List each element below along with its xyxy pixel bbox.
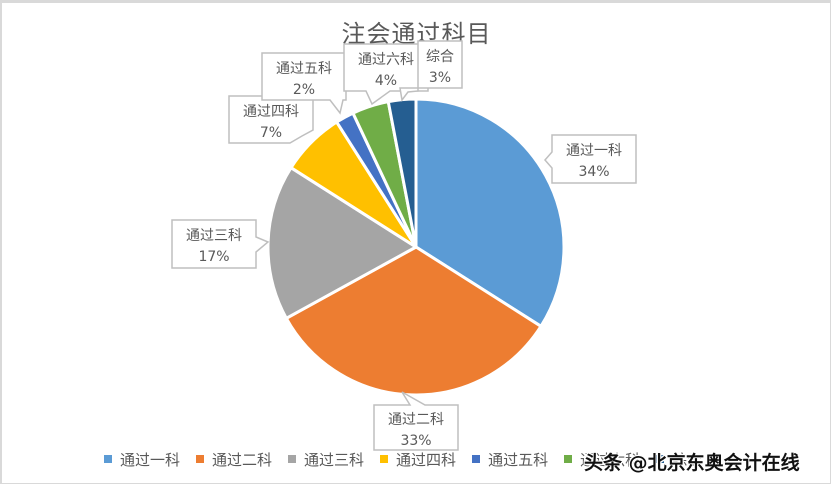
legend-label: 通过三科 bbox=[304, 450, 365, 469]
legend-item-comprehensive[interactable]: 综合 bbox=[656, 449, 702, 470]
legend-item-pass-one[interactable]: 通过一科 bbox=[104, 449, 180, 470]
label-pass-one-name: 通过一科 bbox=[566, 143, 622, 159]
label-pass-four-name: 通过四科 bbox=[243, 104, 299, 120]
label-pass-three-name: 通过三科 bbox=[186, 228, 242, 244]
label-comprehensive-pct: 3% bbox=[429, 70, 451, 86]
label-pass-two-name: 通过二科 bbox=[388, 412, 444, 428]
legend-item-pass-three[interactable]: 通过三科 bbox=[288, 449, 364, 470]
legend-swatch-icon bbox=[288, 455, 297, 463]
watermark: 头条 @北京东奥会计在线 bbox=[584, 452, 800, 474]
legend-swatch-icon bbox=[472, 455, 481, 463]
legend-item-pass-four[interactable]: 通过四科 bbox=[380, 449, 456, 470]
legend-swatch-icon bbox=[196, 455, 205, 463]
label-pass-three-pct: 17% bbox=[198, 249, 229, 265]
callout-box-pass-three bbox=[171, 219, 270, 269]
label-pass-five-name: 通过五科 bbox=[276, 61, 332, 77]
label-pass-six-pct: 4% bbox=[375, 73, 397, 89]
callout-box-comprehensive bbox=[399, 40, 463, 102]
chart-legend: 通过一科 通过二科 通过三科 通过四科 通过五科 通过六科 综合 bbox=[104, 448, 718, 470]
legend-label: 通过四科 bbox=[396, 450, 457, 469]
legend-label: 通过五科 bbox=[488, 450, 549, 469]
legend-label: 通过六科 bbox=[580, 450, 641, 469]
label-pass-one-pct: 34% bbox=[578, 164, 609, 180]
callout-box-pass-two bbox=[373, 391, 459, 451]
legend-swatch-icon bbox=[656, 455, 665, 463]
legend-item-pass-two[interactable]: 通过二科 bbox=[196, 449, 272, 470]
legend-swatch-icon bbox=[104, 455, 112, 463]
legend-item-pass-five[interactable]: 通过五科 bbox=[472, 449, 548, 470]
legend-label: 综合 bbox=[672, 450, 703, 469]
label-pass-five-pct: 2% bbox=[293, 82, 315, 98]
legend-item-pass-six[interactable]: 通过六科 bbox=[564, 449, 640, 470]
label-pass-six-name: 通过六科 bbox=[358, 52, 414, 68]
legend-label: 通过二科 bbox=[212, 450, 273, 469]
label-pass-two-pct: 33% bbox=[400, 433, 431, 449]
legend-swatch-icon bbox=[380, 455, 389, 463]
legend-label: 通过一科 bbox=[120, 450, 181, 469]
label-pass-four-pct: 7% bbox=[260, 125, 282, 141]
legend-swatch-icon bbox=[564, 455, 573, 463]
label-comprehensive-name: 综合 bbox=[426, 49, 454, 65]
callout-box-pass-one bbox=[544, 134, 637, 184]
